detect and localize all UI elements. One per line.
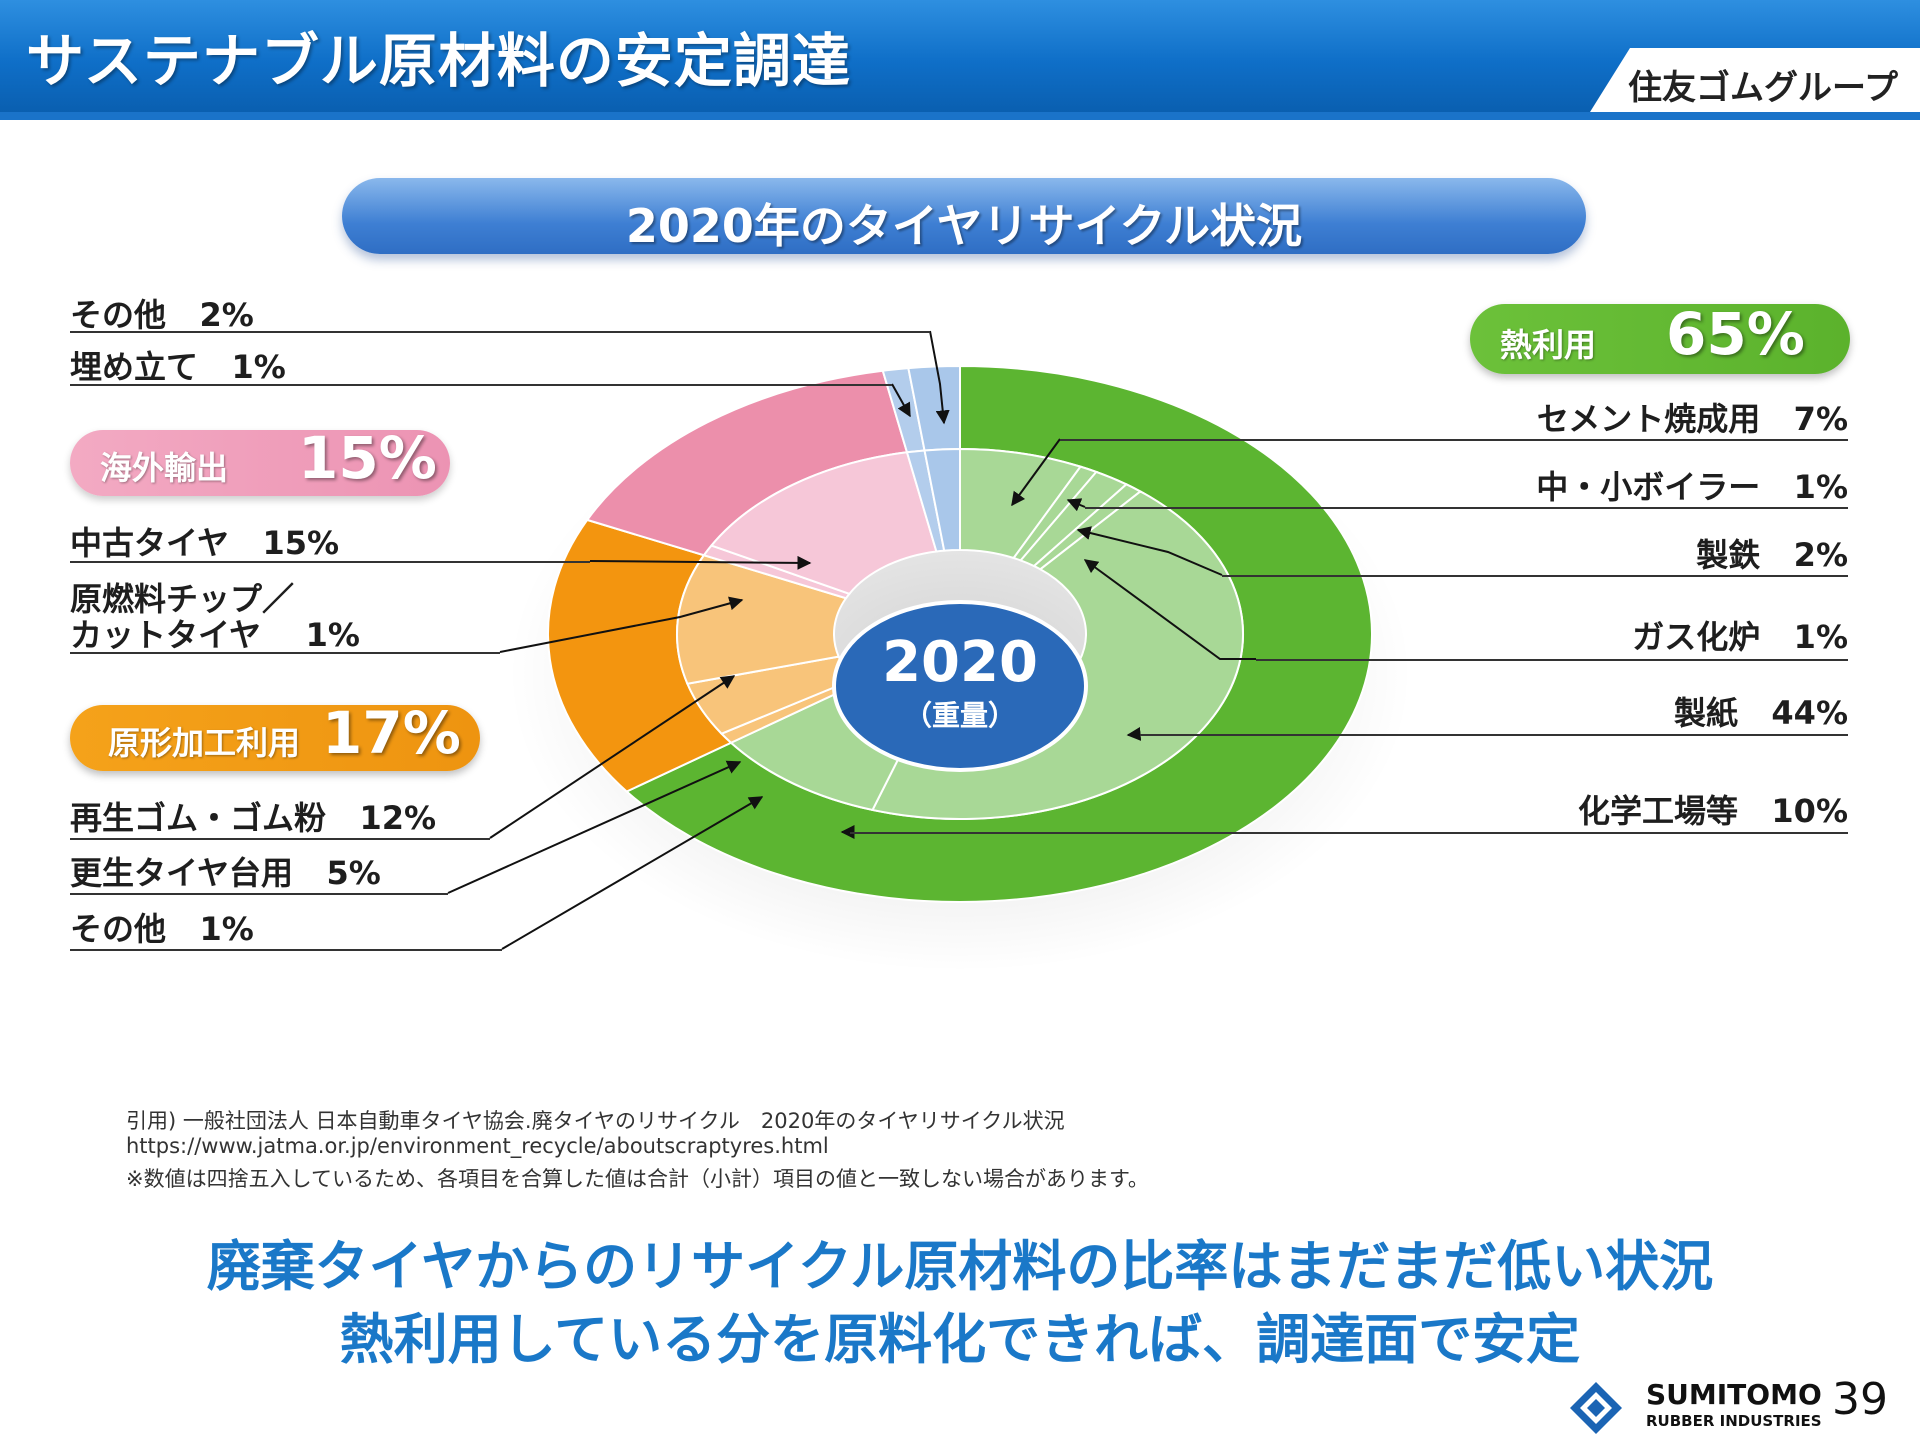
label-cement-text: セメント焼成用 [1536, 400, 1761, 438]
label-other-bottom-text: その他 [70, 910, 167, 948]
rule-boiler [1085, 507, 1848, 509]
label-gasifier-pct: 1% [1793, 618, 1848, 656]
logo-name: SUMITOMO [1646, 1378, 1822, 1411]
center-subtitle: （重量） [903, 699, 1016, 732]
label-other-top: その他 2% [70, 290, 254, 336]
pill-export-pct: 15% [298, 424, 437, 492]
label-retread-text: 更生タイヤ台用 [70, 854, 294, 892]
label-used-tire-pct: 15% [262, 524, 340, 562]
sumitomo-logo-icon [1570, 1382, 1622, 1434]
conclusion-line-1: 廃棄タイヤからのリサイクル原材料の比率はまだまだ低い状況 [206, 1235, 1714, 1298]
label-paper-text: 製紙 [1673, 694, 1738, 732]
label-landfill-pct: 1% [231, 348, 286, 386]
label-chip-line1: 原燃料チップ／ [70, 580, 295, 618]
label-landfill-text: 埋め立て [70, 348, 199, 386]
logo-subtitle: RUBBER INDUSTRIES [1646, 1412, 1822, 1430]
label-gasifier-text: ガス化炉 [1632, 618, 1761, 656]
pill-reuse-pct: 17% [322, 699, 461, 767]
rule-chemical [850, 832, 1848, 834]
label-paper-pct: 44% [1771, 694, 1848, 732]
label-chip-pct: 1% [305, 616, 360, 654]
rule-retread [70, 893, 448, 895]
label-other-top-text: その他 [70, 296, 167, 334]
rule-steel [1222, 575, 1848, 577]
group-tab [1590, 48, 1920, 112]
pill-export: 海外輸出 15% [70, 424, 450, 496]
inner-slice-2-1 [709, 451, 938, 595]
label-chip-text: カットタイヤ [70, 616, 262, 654]
rule-landfill [70, 384, 892, 386]
inner-slice-4 [923, 447, 961, 552]
pill-heat-label: 熱利用 [1500, 326, 1597, 364]
label-chemical-pct: 10% [1771, 792, 1848, 830]
pill-reuse: 原形加工利用 17% [70, 699, 480, 771]
chart-title-banner: 2020年のタイヤリサイクル状況 [342, 178, 1586, 254]
source-url[interactable]: https://www.jatma.or.jp/environment_recy… [126, 1134, 829, 1158]
label-retread: 更生タイヤ台用 5% [70, 848, 381, 894]
label-boiler-text: 中・小ボイラー [1536, 468, 1761, 506]
leader-used-tire [589, 555, 812, 570]
label-steel-pct: 2% [1793, 536, 1848, 574]
rule-gasifier [1256, 659, 1848, 661]
rule-chip [70, 652, 500, 654]
label-landfill: 埋め立て 1% [70, 342, 286, 388]
chart-title: 2020年のタイヤリサイクル状況 [625, 199, 1303, 253]
group-label: 住友ゴムグループ [1628, 68, 1898, 108]
source-note: ※数値は四捨五入しているため、各項目を合算した値は合計（小計）項目の値と一致しな… [126, 1167, 1149, 1191]
center-year: 2020 [882, 630, 1038, 695]
page-title: サステナブル原材料の安定調達 [26, 27, 851, 95]
label-other-bottom-pct: 1% [199, 910, 254, 948]
label-cement: セメント焼成用 7% [1537, 394, 1848, 440]
label-other-top-pct: 2% [199, 296, 254, 334]
pill-heat-pct: 65% [1666, 300, 1805, 368]
pill-reuse-label: 原形加工利用 [108, 724, 301, 762]
pill-export-label: 海外輸出 [100, 449, 229, 487]
leader-steel [1076, 526, 1223, 576]
leader-cement [1011, 438, 1061, 507]
label-gasifier: ガス化炉 1% [1632, 612, 1848, 658]
header-rule [0, 112, 1920, 120]
header-bar: サステナブル原材料の安定調達 [0, 0, 1920, 112]
leader-reclaim [489, 675, 736, 839]
donut-chart [447, 330, 1412, 972]
leader-other-bottom [501, 796, 764, 950]
rule-cement [1060, 439, 1848, 441]
rule-other-top [70, 331, 930, 333]
label-boiler: 中・小ボイラー 1% [1536, 462, 1848, 508]
rule-other-bottom [70, 949, 502, 951]
leader-other-top [929, 330, 950, 425]
center-disc [832, 600, 1088, 772]
rule-paper [1140, 734, 1848, 736]
label-chip: カットタイヤ 1% [70, 610, 360, 656]
label-used-tire: 中古タイヤ 15% [70, 518, 339, 564]
label-chemical: 化学工場等 10% [1578, 786, 1848, 832]
label-reclaim: 再生ゴム・ゴム粉 12% [70, 793, 436, 839]
label-reclaim-text: 再生ゴム・ゴム粉 [70, 799, 327, 837]
rule-reclaim [70, 838, 490, 840]
leader-gasifier [1083, 559, 1256, 660]
label-other-bottom: その他 1% [70, 904, 254, 950]
label-steel-text: 製鉄 [1696, 536, 1761, 574]
leader-retread [447, 760, 742, 894]
conclusion-line-2: 熱利用している分を原料化できれば、調達面で安定 [339, 1308, 1581, 1371]
inner-slice-1-2 [676, 554, 848, 685]
label-boiler-pct: 1% [1793, 468, 1848, 506]
pill-heat: 熱利用 65% [1470, 300, 1850, 374]
page-number: 39 [1832, 1374, 1888, 1425]
label-steel: 製鉄 2% [1696, 530, 1848, 576]
leader-chip [499, 596, 744, 653]
rule-used-tire [70, 561, 590, 563]
label-chemical-text: 化学工場等 [1577, 792, 1738, 830]
source-line-1: 引用) 一般社団法人 日本自動車タイヤ協会.廃タイヤのリサイクル 2020年のタ… [126, 1109, 1065, 1133]
leader-paper [1126, 726, 1142, 741]
label-reclaim-pct: 12% [359, 799, 437, 837]
label-used-tire-text: 中古タイヤ [70, 524, 230, 562]
leader-boiler [1066, 498, 1086, 512]
label-paper: 製紙 44% [1674, 688, 1848, 734]
leader-landfill [891, 383, 911, 418]
label-retread-pct: 5% [326, 854, 381, 892]
label-cement-pct: 7% [1793, 400, 1848, 438]
